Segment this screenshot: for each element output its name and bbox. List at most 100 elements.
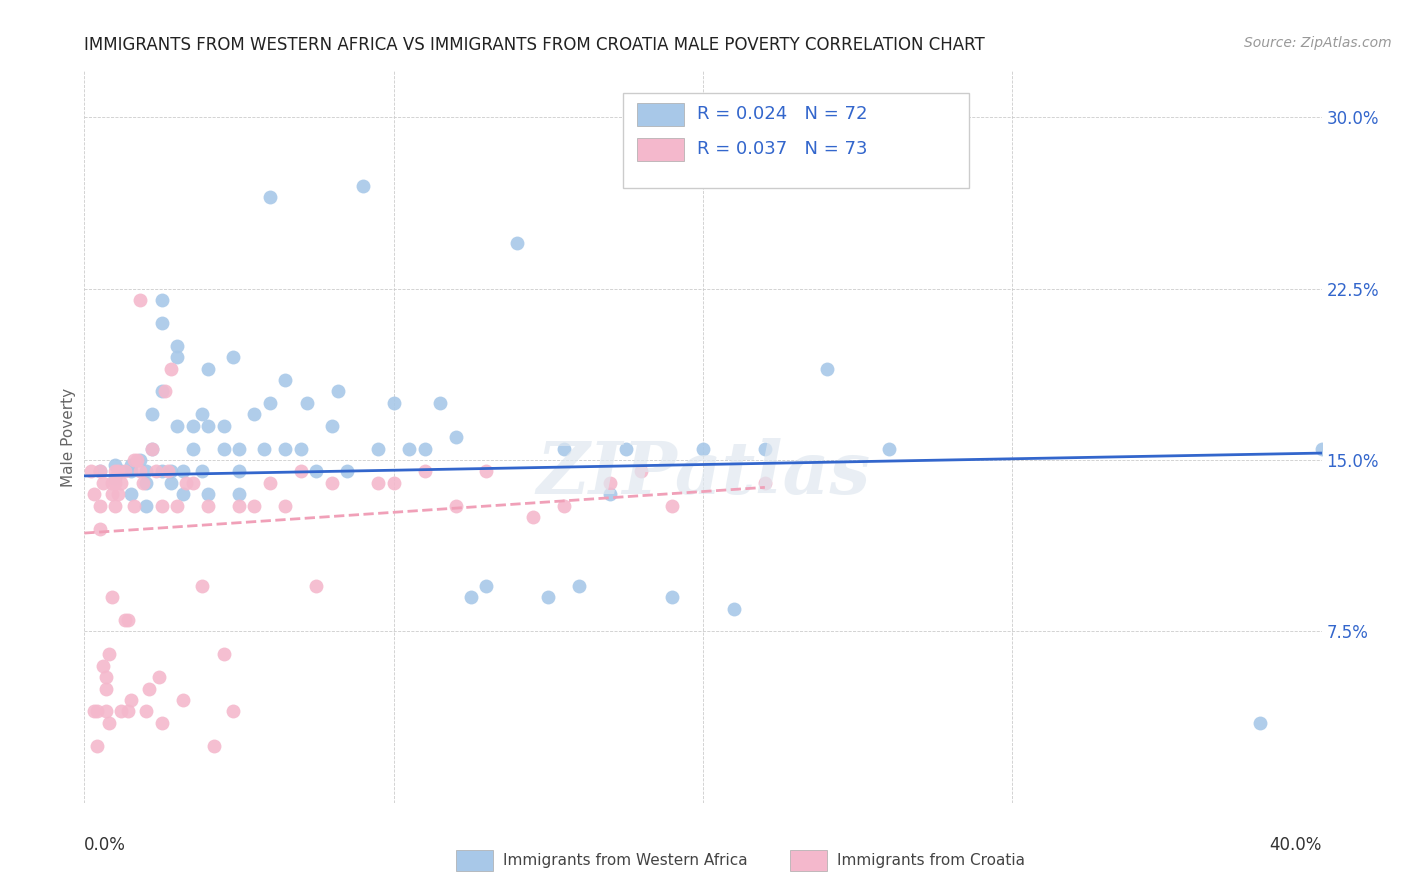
Text: Immigrants from Western Africa: Immigrants from Western Africa	[502, 853, 747, 868]
Text: R = 0.037   N = 73: R = 0.037 N = 73	[697, 140, 868, 158]
Point	[413, 442, 436, 456]
FancyBboxPatch shape	[456, 850, 492, 871]
Point	[135, 499, 157, 513]
Point	[94, 705, 117, 719]
Point	[91, 475, 114, 490]
Text: 0.0%: 0.0%	[84, 836, 127, 854]
Point	[129, 293, 152, 307]
Point	[305, 464, 328, 478]
Point	[101, 487, 124, 501]
Point	[148, 670, 170, 684]
Point	[599, 487, 621, 501]
Point	[522, 510, 544, 524]
Point	[89, 521, 111, 535]
Point	[114, 464, 136, 478]
Point	[614, 442, 637, 456]
Point	[212, 418, 235, 433]
Point	[259, 475, 281, 490]
Point	[1310, 442, 1333, 456]
Point	[110, 475, 132, 490]
Point	[83, 705, 105, 719]
Point	[253, 442, 276, 456]
Point	[243, 407, 266, 421]
Point	[153, 384, 176, 399]
Point	[599, 475, 621, 490]
Point	[94, 681, 117, 696]
Point	[141, 442, 163, 456]
Point	[197, 418, 219, 433]
Point	[110, 705, 132, 719]
Point	[150, 293, 173, 307]
Point	[222, 350, 245, 364]
Point	[212, 647, 235, 661]
Point	[83, 487, 105, 501]
Point	[212, 442, 235, 456]
Point	[197, 499, 219, 513]
Point	[321, 475, 343, 490]
Point	[135, 475, 157, 490]
Point	[135, 705, 157, 719]
Point	[110, 464, 132, 478]
Point	[274, 442, 297, 456]
FancyBboxPatch shape	[637, 138, 685, 161]
Point	[326, 384, 349, 399]
Y-axis label: Male Poverty: Male Poverty	[60, 387, 76, 487]
Point	[259, 396, 281, 410]
Point	[460, 590, 482, 604]
Point	[475, 464, 498, 478]
Point	[305, 579, 328, 593]
Point	[176, 475, 198, 490]
Point	[150, 316, 173, 330]
Point	[107, 487, 129, 501]
Point	[94, 670, 117, 684]
Point	[156, 464, 179, 478]
Point	[104, 499, 127, 513]
Text: Source: ZipAtlas.com: Source: ZipAtlas.com	[1244, 36, 1392, 50]
Point	[86, 739, 108, 753]
Point	[114, 613, 136, 627]
Point	[129, 453, 152, 467]
Point	[150, 499, 173, 513]
Point	[815, 361, 838, 376]
Point	[117, 705, 139, 719]
Text: IMMIGRANTS FROM WESTERN AFRICA VS IMMIGRANTS FROM CROATIA MALE POVERTY CORRELATI: IMMIGRANTS FROM WESTERN AFRICA VS IMMIGR…	[84, 36, 986, 54]
Point	[382, 396, 405, 410]
Text: 40.0%: 40.0%	[1270, 836, 1322, 854]
Point	[166, 338, 188, 352]
Point	[290, 464, 312, 478]
Point	[120, 458, 142, 472]
Text: ZIPatlas: ZIPatlas	[536, 438, 870, 509]
Point	[166, 499, 188, 513]
Point	[117, 613, 139, 627]
Point	[202, 739, 225, 753]
Point	[104, 458, 127, 472]
Point	[181, 418, 204, 433]
Point	[91, 658, 114, 673]
Point	[367, 475, 389, 490]
Point	[86, 705, 108, 719]
Point	[104, 471, 127, 485]
Point	[141, 407, 163, 421]
Point	[197, 487, 219, 501]
Point	[382, 475, 405, 490]
Point	[129, 464, 152, 478]
Point	[101, 590, 124, 604]
Point	[723, 601, 745, 615]
Point	[181, 442, 204, 456]
Point	[172, 693, 194, 707]
Point	[98, 647, 121, 661]
Point	[150, 464, 173, 478]
Point	[444, 499, 467, 513]
Point	[135, 464, 157, 478]
Point	[506, 235, 529, 250]
Point	[336, 464, 359, 478]
Point	[181, 475, 204, 490]
Point	[290, 442, 312, 456]
Point	[191, 464, 214, 478]
Point	[138, 681, 160, 696]
FancyBboxPatch shape	[790, 850, 827, 871]
Point	[444, 430, 467, 444]
Point	[145, 464, 167, 478]
Point	[367, 442, 389, 456]
Point	[222, 705, 245, 719]
